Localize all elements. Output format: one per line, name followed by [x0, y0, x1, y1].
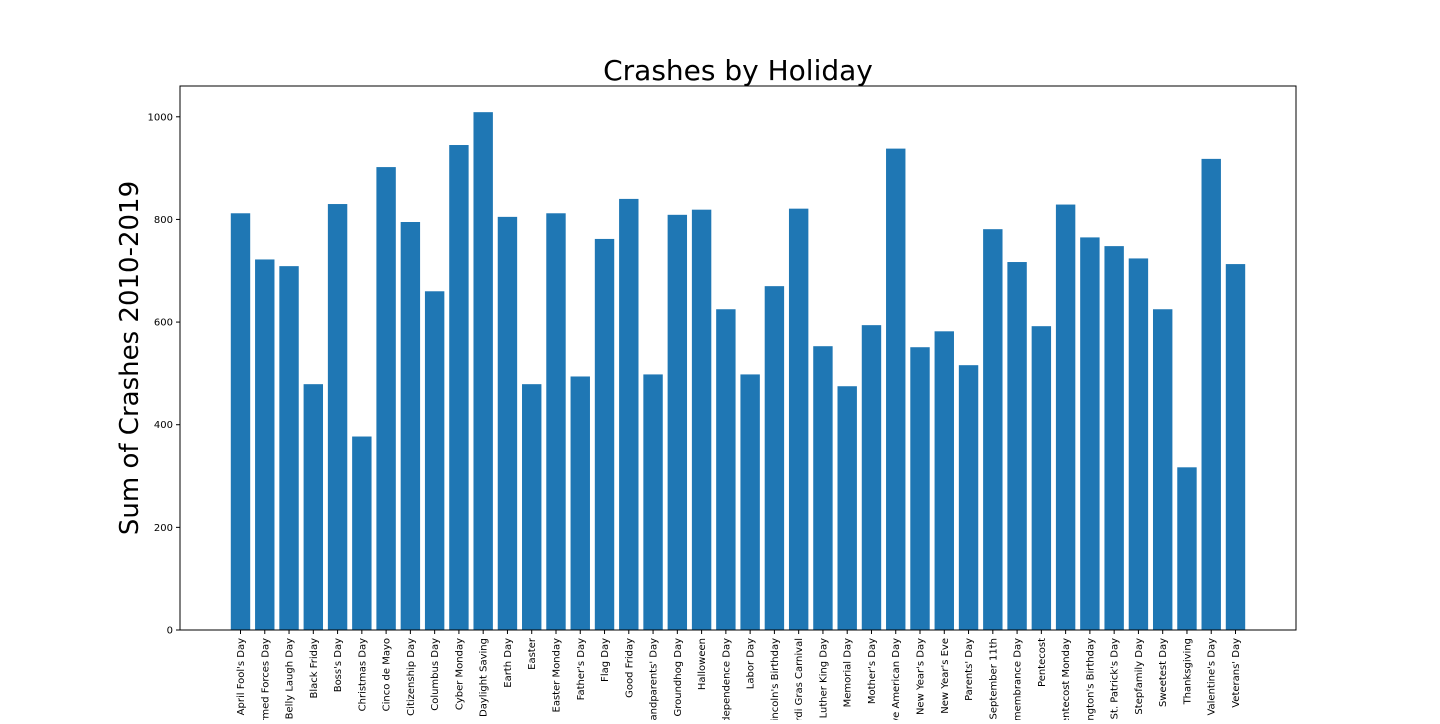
y-tick-label: 800	[154, 215, 173, 226]
bar	[473, 112, 493, 631]
bar	[837, 386, 857, 630]
y-tick-label: 600	[154, 318, 173, 329]
bar	[643, 374, 663, 630]
x-tick-label: Black Friday	[309, 638, 320, 699]
bar	[449, 145, 469, 630]
x-tick-label: Sweetest Day	[1158, 638, 1169, 707]
x-tick-label: New Year's Day	[916, 638, 927, 715]
y-axis-ticks: 0 200 400 600 800 1000	[148, 112, 180, 637]
bar	[255, 259, 275, 630]
bar	[1225, 264, 1246, 630]
x-tick-label: September 11th	[988, 638, 999, 719]
x-tick-label: Memorial Day	[843, 638, 854, 707]
bar	[934, 331, 954, 630]
bar	[1055, 204, 1076, 631]
x-tick-label: Belly Laugh Day	[285, 638, 296, 719]
x-tick-label: New Year's Eve	[940, 638, 951, 714]
x-tick-label: St. Patrick's Day	[1110, 638, 1121, 719]
x-tick-label: Thanksgiving	[1182, 638, 1193, 705]
x-tick-label: April Fool's Day	[236, 638, 247, 715]
x-tick-label: Armed Forces Day	[260, 638, 271, 720]
bar	[1177, 467, 1197, 630]
y-axis-label: Sum of Crashes 2010-2019	[115, 181, 145, 535]
bar	[1031, 326, 1052, 630]
x-tick-label: Native American Day	[891, 638, 902, 720]
x-tick-label: Martin Luther King Day	[818, 638, 829, 720]
x-tick-label: Mother's Day	[867, 638, 878, 704]
bar	[546, 213, 566, 630]
x-tick-label: Groundhog Day	[673, 638, 684, 717]
bar	[861, 325, 882, 630]
bar	[813, 346, 833, 630]
bar	[303, 384, 324, 630]
bar	[497, 216, 518, 630]
y-tick-label: 1000	[148, 112, 173, 123]
bar	[788, 208, 809, 630]
y-tick-label: 0	[167, 626, 173, 637]
bar	[230, 213, 251, 630]
bar	[740, 374, 760, 630]
bar	[983, 229, 1003, 630]
x-tick-label: Flag Day	[600, 638, 611, 682]
x-tick-label: Pentecost Monday	[1061, 638, 1072, 720]
x-tick-label: Easter	[527, 637, 538, 670]
bar	[619, 198, 639, 630]
x-tick-label: Good Friday	[624, 638, 635, 698]
x-tick-label: Columbus Day	[430, 638, 441, 711]
bar	[1152, 309, 1173, 630]
x-tick-label: Easter Monday	[551, 638, 562, 713]
x-tick-label: Father's Day	[576, 638, 587, 700]
x-tick-label: Labor Day	[746, 638, 757, 689]
bar	[764, 286, 785, 630]
bar	[352, 436, 372, 630]
bar	[691, 209, 712, 630]
bar	[424, 291, 445, 630]
bar	[958, 365, 979, 630]
chart-title: Crashes by Holiday	[603, 54, 873, 87]
x-tick-label: Citizenship Day	[406, 638, 417, 716]
bar	[1080, 237, 1100, 630]
x-tick-label: Halloween	[697, 638, 708, 690]
bar	[886, 148, 906, 631]
x-tick-label: Lincoln's Birthday	[770, 638, 781, 720]
x-tick-label: Mardi Gras Carnival	[794, 638, 805, 720]
bar	[400, 222, 421, 630]
x-tick-label: Veterans' Day	[1231, 638, 1242, 708]
bar	[1007, 262, 1027, 630]
x-tick-label: Christmas Day	[357, 638, 368, 711]
x-tick-label: Cyber Monday	[454, 638, 465, 710]
y-tick-label: 200	[154, 523, 173, 534]
x-tick-label: Pentecost	[1037, 638, 1048, 687]
plot-frame	[179, 85, 1297, 631]
bar	[1201, 158, 1221, 630]
x-tick-label: Boss's Day	[333, 638, 344, 692]
bar	[570, 376, 590, 630]
bar	[327, 204, 348, 631]
bar	[594, 238, 615, 630]
x-tick-label: Daylight Saving	[479, 638, 490, 717]
bar	[716, 309, 736, 630]
x-tick-label: Independence Day	[721, 638, 732, 720]
x-tick-label: Parents' Day	[964, 638, 975, 701]
bar	[522, 384, 542, 630]
x-tick-label: Earth Day	[503, 638, 514, 688]
y-tick-label: 400	[154, 420, 173, 431]
bar	[279, 266, 299, 630]
bar	[1104, 246, 1124, 630]
x-tick-label: Washington's Birthday	[1085, 638, 1096, 720]
x-axis-ticks: April Fool's Day Armed Forces Day Belly La…	[236, 630, 1242, 724]
x-tick-label: Remembrance Day	[1013, 638, 1024, 720]
bar	[667, 214, 688, 630]
bar	[910, 347, 930, 630]
bar	[1128, 258, 1149, 630]
bars-group	[230, 112, 1246, 631]
x-tick-label: Cinco de Mayo	[382, 638, 393, 711]
x-tick-label: Valentine's Day	[1207, 638, 1218, 716]
bar	[376, 167, 396, 630]
x-tick-label: Grandparents' Day	[649, 638, 660, 720]
x-tick-label: Stepfamily Day	[1134, 638, 1145, 715]
